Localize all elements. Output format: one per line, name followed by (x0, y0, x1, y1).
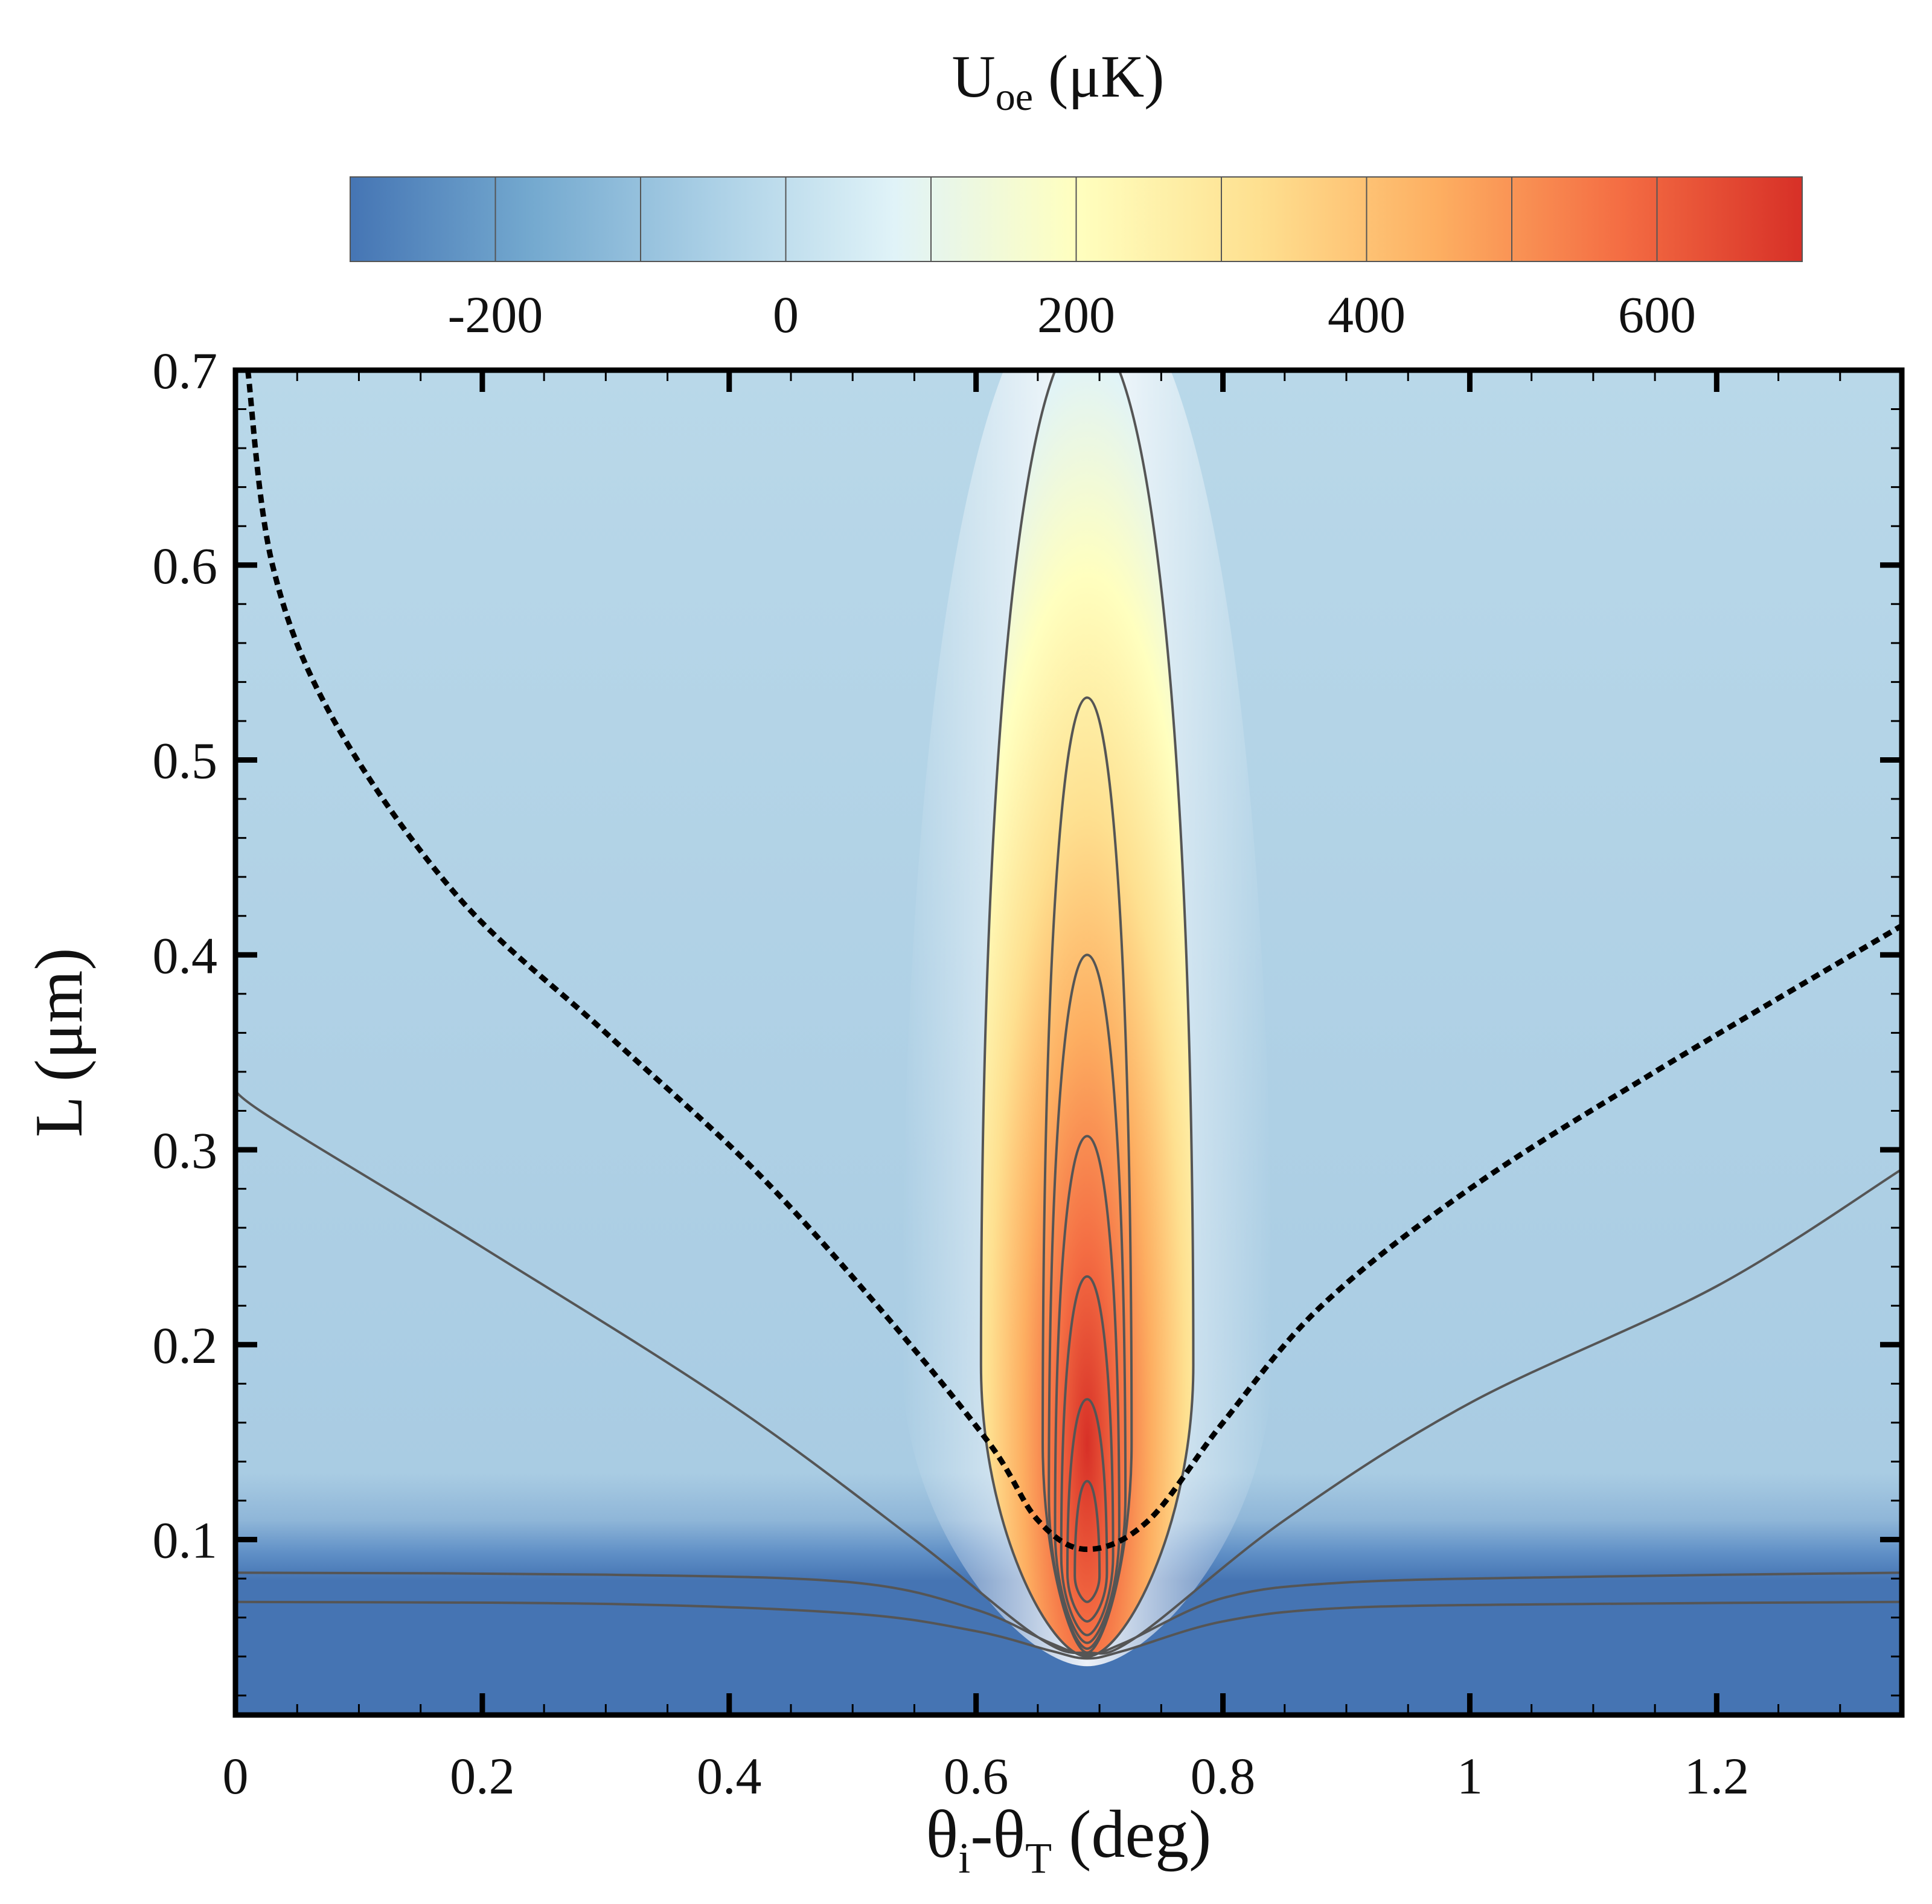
contour-loop-1 (979, 370, 1195, 1658)
x-axis-ticks: 0 0.2 0.4 0.6 0.8 1 1.2 (223, 370, 1841, 1805)
x-tick-label: 0.6 (944, 1747, 1009, 1805)
x-label-theta-t: -θ (970, 1797, 1025, 1872)
colorbar-tick-label: 400 (1328, 286, 1406, 344)
contour-loop-3 (1048, 954, 1127, 1650)
colorbar-tick-label: 0 (773, 286, 799, 344)
contour-loop-4 (1054, 1135, 1121, 1644)
colorbar-ticks: -200 0 200 400 600 (448, 286, 1696, 344)
colorbar: Uoe (μK) -200 0 200 400 600 (350, 43, 1803, 344)
contour-low-upper (235, 1571, 1902, 1656)
plot-area: 0 0.2 0.4 0.6 0.8 1 1.2 0.1 0.2 0.3 0.4 0.5 0.6 0.7 (153, 342, 1905, 1805)
contour-loop-5 (1060, 1275, 1115, 1636)
y-tick-label: 0.4 (153, 926, 218, 984)
x-tick-label: 1.2 (1684, 1747, 1750, 1805)
y-axis-ticks: 0.1 0.2 0.3 0.4 0.5 0.6 0.7 (153, 342, 1902, 1697)
y-tick-label: 0.6 (153, 537, 218, 595)
x-tick-label: 0.2 (450, 1747, 515, 1805)
y-tick-label: 0.3 (153, 1121, 218, 1179)
resonance-dashed-line (245, 370, 1902, 1553)
colorbar-dividers (494, 177, 1658, 261)
x-tick-label: 0.8 (1191, 1747, 1256, 1805)
x-axis-label: θi-θT (deg) (926, 1797, 1212, 1882)
x-label-theta-i: θ (926, 1797, 959, 1872)
colorbar-title-sub: oe (996, 75, 1033, 119)
x-tick-label: 1 (1457, 1747, 1483, 1805)
colorbar-title-unit: (μK) (1033, 43, 1164, 110)
x-tick-label: 0 (223, 1747, 249, 1805)
y-tick-label: 0.5 (153, 732, 218, 790)
contour-loop-6 (1066, 1398, 1108, 1623)
y-tick-label: 0.7 (153, 342, 218, 400)
colorbar-tick-label: 600 (1618, 286, 1696, 344)
colorbar-title: Uoe (μK) (952, 43, 1165, 119)
y-tick-label: 0.2 (153, 1316, 218, 1374)
plot-frame (232, 367, 1905, 1718)
y-axis-label: L (μm) (22, 947, 97, 1137)
colorbar-title-main: U (952, 43, 996, 110)
y-tick-label: 0.1 (153, 1511, 218, 1569)
contour-loop-7 (1073, 1479, 1101, 1603)
contour-wide (235, 1080, 1902, 1655)
x-label-sub-t: T (1025, 1834, 1052, 1882)
contour-loop-2 (1041, 696, 1133, 1654)
colorbar-tick-label: -200 (448, 286, 543, 344)
heatmap-resonance-peak (980, 370, 1194, 1657)
contour-lines (235, 370, 1902, 1660)
contour-low-lower (235, 1600, 1902, 1660)
colorbar-tick-label: 200 (1037, 286, 1115, 344)
x-label-unit: (deg) (1052, 1797, 1211, 1872)
x-label-sub-i: i (958, 1834, 970, 1882)
x-tick-label: 0.4 (697, 1747, 762, 1805)
